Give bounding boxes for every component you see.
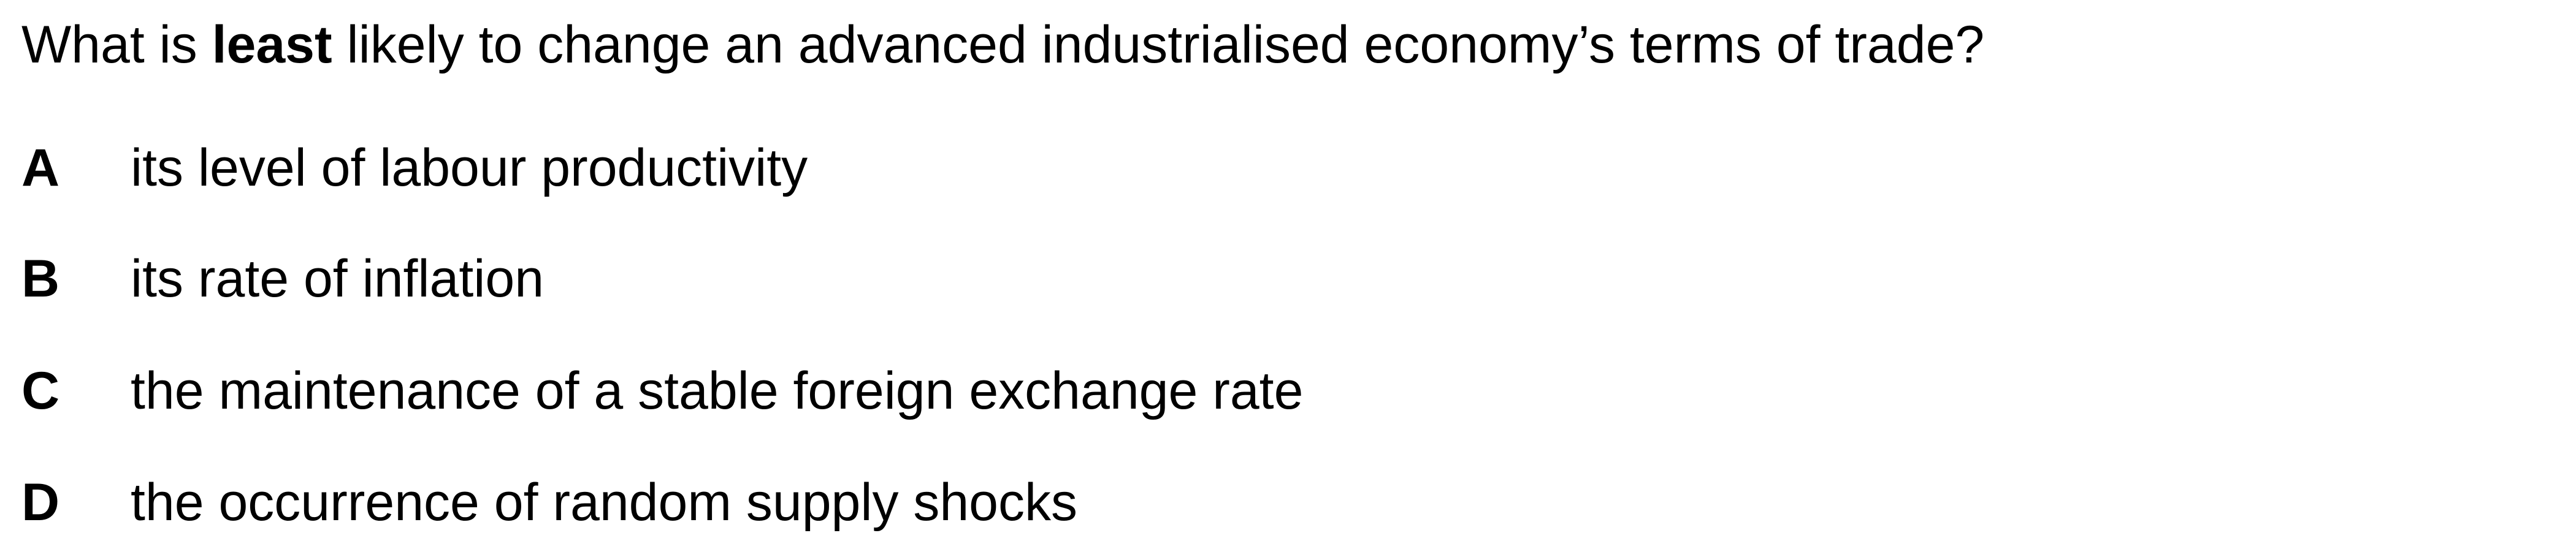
option-a[interactable]: A its level of labour productivity xyxy=(21,134,2536,202)
option-c[interactable]: C the maintenance of a stable foreign ex… xyxy=(21,357,2536,425)
option-d-letter: D xyxy=(21,473,60,532)
option-a-text: its level of labour productivity xyxy=(131,138,808,197)
question-stem: What is least likely to change an advanc… xyxy=(21,11,1984,78)
option-b-text: its rate of inflation xyxy=(131,249,545,308)
option-a-letter: A xyxy=(21,138,60,197)
option-c-text: the maintenance of a stable foreign exch… xyxy=(131,361,1304,420)
option-d[interactable]: D the occurrence of random supply shocks xyxy=(21,469,2536,536)
option-b[interactable]: B its rate of inflation xyxy=(21,245,2536,312)
option-c-letter: C xyxy=(21,361,60,420)
question-emphasis: least xyxy=(212,15,332,74)
question-suffix: likely to change an advanced industriali… xyxy=(332,15,1985,74)
option-b-letter: B xyxy=(21,249,60,308)
question-prefix: What is xyxy=(21,15,212,74)
option-d-text: the occurrence of random supply shocks xyxy=(131,473,1078,532)
